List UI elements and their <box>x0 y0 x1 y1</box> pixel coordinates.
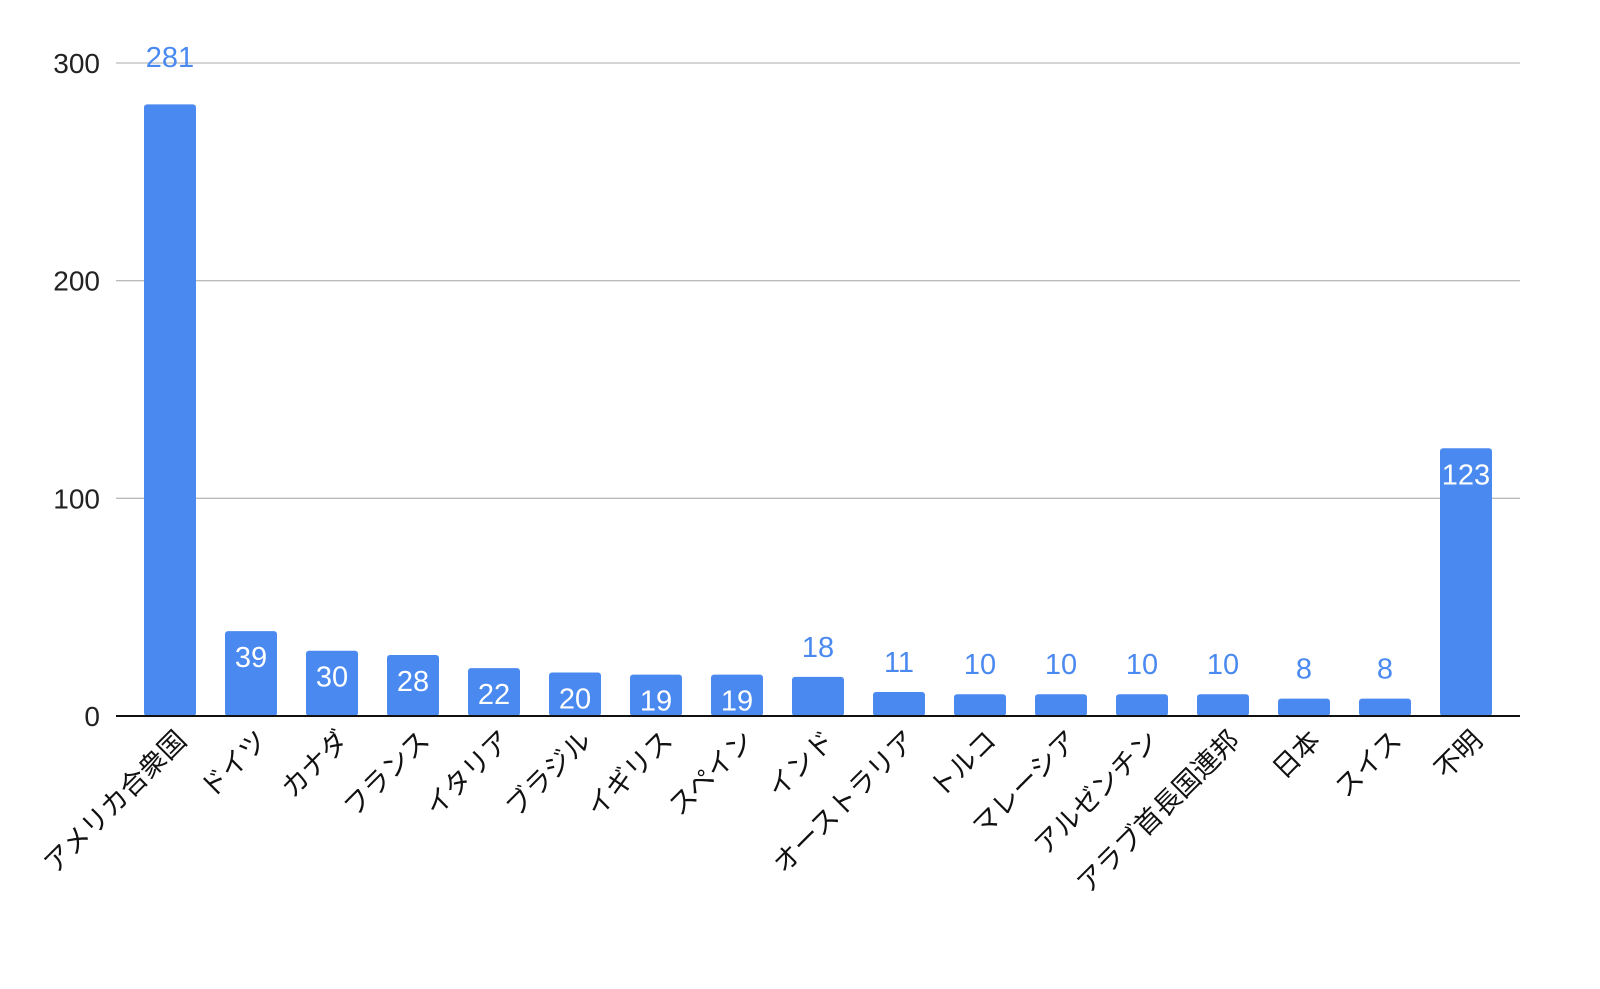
bar <box>630 674 682 716</box>
bar <box>1359 698 1411 716</box>
bars <box>144 104 1492 716</box>
x-tick-label: カナダ <box>276 725 355 804</box>
data-label: 10 <box>964 649 996 681</box>
data-label: 281 <box>146 42 194 74</box>
data-label: 11 <box>884 647 914 679</box>
bar <box>1278 698 1330 716</box>
x-tick-label: アメリカ合衆国 <box>38 725 193 880</box>
bar <box>1116 694 1168 716</box>
data-label: 19 <box>721 686 753 718</box>
data-label: 8 <box>1377 654 1393 686</box>
data-label: 18 <box>802 632 834 664</box>
bar <box>549 672 601 716</box>
x-tick-label: トルコ <box>924 725 1003 804</box>
data-label: 8 <box>1296 654 1312 686</box>
data-label: 39 <box>235 642 267 674</box>
y-tick-label: 200 <box>53 266 100 297</box>
bar <box>873 692 925 716</box>
x-tick-label: インド <box>762 725 841 804</box>
y-tick-label: 300 <box>53 48 100 79</box>
x-tick-label: イギリス <box>581 725 679 823</box>
x-tick-label: スペイン <box>663 725 760 822</box>
x-tick-label: ブラジル <box>500 725 598 823</box>
data-label: 22 <box>478 679 510 711</box>
data-label: 30 <box>316 662 348 694</box>
x-tick-label: オーストラリア <box>767 725 922 880</box>
bar <box>387 655 439 716</box>
bar <box>711 674 763 716</box>
bar <box>792 676 844 716</box>
bar <box>225 631 277 716</box>
y-axis-ticks: 0 100 200 300 <box>53 48 100 732</box>
bar <box>144 104 196 716</box>
x-tick-label: ドイツ <box>195 725 274 804</box>
data-label: 10 <box>1045 649 1077 681</box>
x-tick-label: フランス <box>338 725 436 823</box>
bar <box>1035 694 1087 716</box>
x-tick-label: 日本 <box>1267 725 1327 785</box>
bar <box>1197 694 1249 716</box>
bar <box>468 668 520 716</box>
y-tick-label: 100 <box>53 483 100 514</box>
bar <box>954 694 1006 716</box>
data-label: 20 <box>559 683 591 715</box>
x-tick-label: イタリア <box>419 725 517 823</box>
data-label: 28 <box>397 666 429 698</box>
data-labels: 281 39 30 28 22 20 19 19 18 11 10 10 10 10 8 8 123 <box>146 42 1490 718</box>
x-tick-label: スイス <box>1329 725 1408 804</box>
gridlines <box>116 62 1520 499</box>
bar <box>306 650 358 716</box>
data-label: 19 <box>640 686 672 718</box>
data-label: 10 <box>1207 649 1239 681</box>
bar <box>1440 448 1492 716</box>
y-tick-label: 0 <box>84 701 100 732</box>
x-tick-label: 不明 <box>1429 725 1489 785</box>
data-label: 10 <box>1126 649 1158 681</box>
data-label: 123 <box>1442 459 1490 491</box>
